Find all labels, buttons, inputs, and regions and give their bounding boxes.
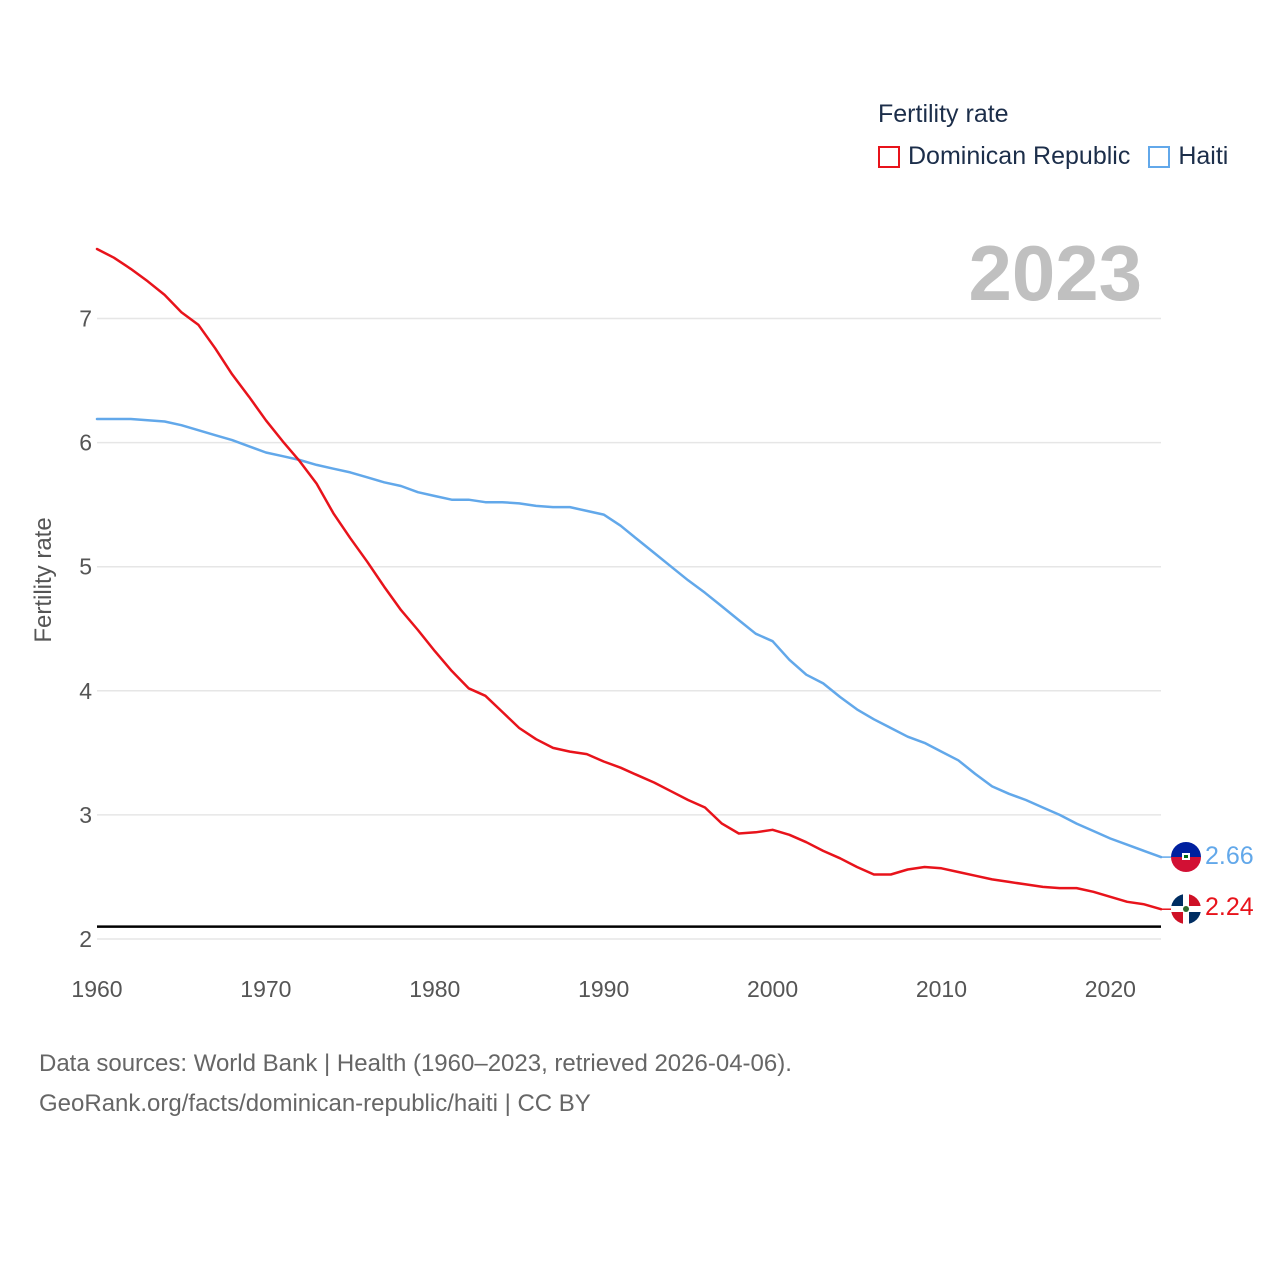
y-tick-label: 6 (79, 430, 92, 456)
y-axis-label: Fertility rate (30, 517, 57, 642)
x-tick-label: 2020 (1085, 976, 1136, 1002)
y-tick-label: 7 (79, 305, 92, 331)
x-tick-label: 2000 (747, 976, 798, 1002)
legend-swatch-dominican-republic (878, 145, 900, 168)
source-line-1: Data sources: World Bank | Health (1960–… (39, 1050, 792, 1077)
x-axis-ticks: 1960 1970 1980 1990 2000 2010 2020 (71, 976, 1136, 1002)
source-line-2[interactable]: GeoRank.org/facts/dominican-republic/hai… (39, 1090, 591, 1117)
x-tick-label: 1980 (409, 976, 460, 1002)
y-tick-label: 4 (79, 678, 92, 704)
x-tick-label: 1990 (578, 976, 629, 1002)
legend-label-haiti: Haiti (1178, 142, 1229, 170)
end-label-dominican-republic: 2.24 (1205, 893, 1254, 921)
year-label: 2023 (968, 229, 1142, 317)
grid (97, 317, 1161, 940)
x-tick-label: 1970 (240, 976, 291, 1002)
y-tick-label: 3 (79, 802, 92, 828)
y-axis-ticks: 2 3 4 5 6 7 (79, 305, 92, 952)
series-line-dominican-republic[interactable] (95, 247, 1163, 911)
dominican-republic-flag-icon (1171, 894, 1201, 924)
legend-item-haiti[interactable]: Haiti (1148, 142, 1228, 171)
legend-item-dominican-republic[interactable]: Dominican Republic (878, 142, 1130, 171)
y-tick-label: 2 (79, 926, 92, 952)
x-tick-label: 2010 (916, 976, 967, 1002)
legend-title: Fertility rate (878, 100, 1009, 128)
legend: Dominican Republic Haiti (878, 142, 1246, 171)
chart: 2 3 4 5 6 7 1960 1970 1980 1990 2000 2010 2020 Fert… (30, 247, 1254, 1002)
haiti-flag-icon (1171, 842, 1201, 872)
series-lines (95, 247, 1171, 911)
legend-swatch-haiti (1148, 145, 1171, 168)
series-line-haiti[interactable] (95, 417, 1163, 859)
y-tick-label: 5 (79, 554, 92, 580)
source-note: Data sources: World Bank | Health (1960–… (39, 1044, 792, 1124)
legend-label-dominican-republic: Dominican Republic (908, 142, 1131, 170)
x-tick-label: 1960 (71, 976, 122, 1002)
end-labels: 2.66 2.24 (1171, 842, 1254, 924)
end-label-haiti: 2.66 (1205, 842, 1254, 870)
